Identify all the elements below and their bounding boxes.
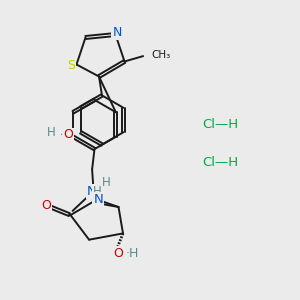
Text: N: N — [94, 193, 103, 206]
Text: H: H — [46, 125, 55, 139]
Text: O: O — [113, 247, 123, 260]
Text: Cl—H: Cl—H — [202, 155, 238, 169]
Text: H: H — [93, 184, 102, 198]
Text: ·H: ·H — [125, 247, 139, 260]
Text: H: H — [102, 176, 111, 189]
Text: O: O — [63, 128, 73, 142]
Polygon shape — [68, 213, 70, 216]
Text: CH₃: CH₃ — [152, 50, 171, 61]
Text: O: O — [41, 199, 51, 212]
Text: N: N — [87, 184, 97, 198]
Text: Cl—H: Cl—H — [202, 118, 238, 131]
Text: S: S — [67, 58, 75, 72]
Text: N: N — [112, 26, 122, 39]
